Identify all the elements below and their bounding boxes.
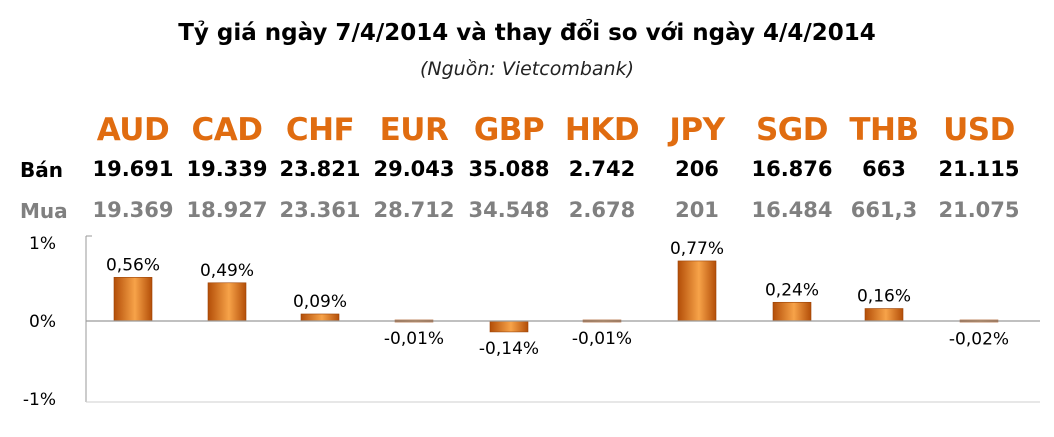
currency-code: CAD bbox=[191, 112, 263, 148]
buy-rate: 201 bbox=[675, 198, 719, 222]
buy-rate: 21.075 bbox=[938, 198, 1020, 222]
sell-rate: 663 bbox=[862, 157, 906, 181]
bar-sgd bbox=[772, 301, 812, 322]
sell-rate: 29.043 bbox=[373, 157, 455, 181]
y-tick-labels: 1% 0% -1% bbox=[23, 234, 56, 410]
data-labels: 0,56% 0,49% 0,09% -0,01% -0,14% -0,01% 0,77% 0,… bbox=[106, 239, 1009, 359]
data-label-jpy: 0,77% bbox=[670, 239, 724, 259]
sell-rate: 19.691 bbox=[92, 157, 174, 181]
sell-rate: 35.088 bbox=[468, 157, 550, 181]
currency-code: HKD bbox=[564, 112, 640, 148]
bar-cad bbox=[207, 282, 247, 322]
bar-jpy bbox=[677, 260, 717, 322]
data-label-hkd: -0,01% bbox=[572, 329, 632, 349]
y-tick-label: 1% bbox=[29, 234, 56, 254]
bar-thb bbox=[864, 308, 904, 322]
data-label-sgd: 0,24% bbox=[765, 280, 819, 300]
data-label-chf: 0,09% bbox=[293, 292, 347, 312]
y-tick-label: 0% bbox=[29, 312, 56, 332]
bar-gbp bbox=[489, 320, 529, 333]
currency-code: GBP bbox=[473, 112, 545, 148]
currency-code: EUR bbox=[379, 112, 449, 148]
buy-rate: 23.361 bbox=[279, 198, 361, 222]
buy-rate: 2.678 bbox=[568, 198, 636, 222]
currency-code: CHF bbox=[285, 112, 355, 148]
sell-rate: 206 bbox=[675, 157, 719, 181]
chart-source: (Nguồn: Vietcombank) bbox=[420, 58, 634, 80]
sell-rate: 16.876 bbox=[751, 157, 833, 181]
chart-title: Tỷ giá ngày 7/4/2014 và thay đổi so với … bbox=[178, 20, 876, 46]
data-label-gbp: -0,14% bbox=[479, 339, 539, 359]
buy-row-label: Mua bbox=[20, 199, 68, 223]
buy-rate: 661,3 bbox=[850, 198, 918, 222]
currency-code: AUD bbox=[96, 112, 170, 148]
y-tick-label: -1% bbox=[23, 390, 56, 410]
buy-rate: 16.484 bbox=[751, 198, 833, 222]
buy-rate: 28.712 bbox=[373, 198, 455, 222]
currency-code: SGD bbox=[755, 112, 829, 148]
currency-code: THB bbox=[849, 112, 919, 148]
sell-rate: 21.115 bbox=[938, 157, 1020, 181]
sell-rate: 23.821 bbox=[279, 157, 361, 181]
sell-row-label: Bán bbox=[20, 158, 63, 182]
data-label-eur: -0,01% bbox=[384, 329, 444, 349]
currency-code: JPY bbox=[669, 112, 725, 148]
sell-rate: 2.742 bbox=[568, 157, 636, 181]
sell-rate: 19.339 bbox=[186, 157, 268, 181]
buy-rate: 34.548 bbox=[468, 198, 550, 222]
currency-code: USD bbox=[943, 112, 1015, 148]
bar-aud bbox=[113, 277, 153, 322]
buy-rate: 18.927 bbox=[186, 198, 268, 222]
bar-chf bbox=[300, 313, 340, 322]
buy-rate: 19.369 bbox=[92, 198, 174, 222]
data-label-thb: 0,16% bbox=[857, 287, 911, 307]
data-label-cad: 0,49% bbox=[200, 261, 254, 281]
data-label-aud: 0,56% bbox=[106, 255, 160, 275]
data-label-usd: -0,02% bbox=[949, 330, 1009, 350]
